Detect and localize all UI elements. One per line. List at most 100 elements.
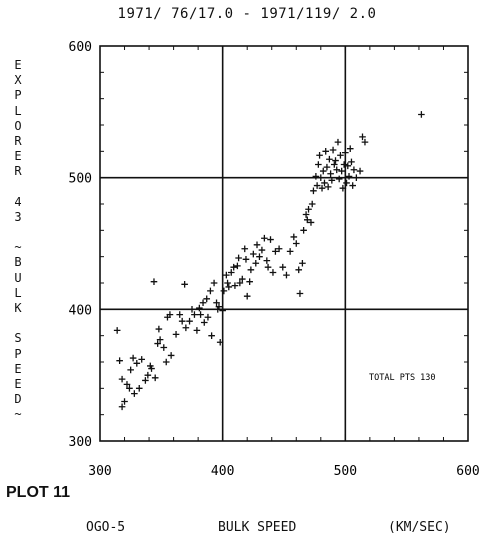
data-point <box>267 236 274 243</box>
data-point <box>326 155 333 163</box>
data-point <box>286 248 294 255</box>
data-point <box>296 290 304 297</box>
plot-number-label: PLOT 11 <box>6 484 71 501</box>
data-point <box>148 365 155 372</box>
y-axis-label-char: ~ <box>14 407 22 422</box>
data-point <box>178 317 186 325</box>
data-point <box>227 269 235 276</box>
data-point <box>356 167 364 175</box>
data-point <box>327 170 334 178</box>
data-point <box>313 182 321 189</box>
data-point <box>300 227 307 234</box>
data-point <box>328 177 336 184</box>
data-point <box>225 283 233 291</box>
data-point <box>123 381 131 388</box>
data-point <box>312 173 320 180</box>
y-axis-label-char: ~ <box>14 240 22 255</box>
y-axis-label-char: L <box>14 285 22 300</box>
y-axis-label-char: E <box>14 376 22 391</box>
y-axis-label-char: U <box>14 270 22 285</box>
data-point <box>302 211 310 218</box>
data-point <box>304 216 311 224</box>
data-point <box>127 366 134 374</box>
data-point <box>193 327 201 334</box>
axis-ticks <box>99 45 469 442</box>
data-point <box>252 259 260 267</box>
data-point <box>344 162 352 170</box>
data-point <box>118 375 126 383</box>
data-point <box>348 158 355 166</box>
data-point <box>272 248 279 255</box>
data-point <box>333 166 341 174</box>
data-point <box>186 317 193 325</box>
data-point <box>418 111 425 118</box>
data-point <box>308 200 316 208</box>
y-axis-label-char: P <box>14 88 22 103</box>
y-tick-label: 300 <box>69 435 92 450</box>
data-point <box>269 269 277 276</box>
data-point <box>167 352 175 359</box>
data-point <box>345 173 353 180</box>
y-axis-label-char: B <box>14 255 22 270</box>
data-point <box>156 336 164 343</box>
data-point <box>349 182 356 189</box>
data-point <box>319 167 327 175</box>
data-point <box>330 161 338 168</box>
data-point <box>213 299 220 307</box>
data-point <box>359 133 366 141</box>
data-point <box>182 324 190 332</box>
data-point <box>256 253 263 260</box>
data-point <box>118 403 126 411</box>
data-point <box>215 303 223 310</box>
data-point <box>188 306 196 313</box>
data-point <box>338 167 345 175</box>
data-point <box>310 187 317 195</box>
data-points <box>113 111 425 411</box>
data-point <box>305 205 312 213</box>
data-point <box>295 266 303 274</box>
data-point <box>247 266 255 274</box>
y-axis-label-char: R <box>14 133 22 148</box>
data-point <box>335 175 343 183</box>
y-axis-label-char: R <box>14 164 22 179</box>
data-point <box>353 174 360 181</box>
data-point <box>219 307 226 314</box>
plot-border <box>99 45 469 442</box>
data-point <box>203 295 211 303</box>
data-point <box>196 304 203 312</box>
data-point <box>250 250 257 258</box>
data-point <box>234 262 241 270</box>
data-point <box>263 257 271 264</box>
data-point <box>329 146 337 154</box>
y-axis-label-char: E <box>14 58 22 72</box>
data-point <box>290 233 298 241</box>
y-axis-label-char: 3 <box>14 209 22 224</box>
data-point <box>323 163 331 171</box>
data-point <box>332 157 339 164</box>
tick-labels: 300 400 500 600 300 400 500 600 <box>69 40 480 479</box>
y-axis-label-char: E <box>14 149 22 164</box>
data-point <box>129 354 137 362</box>
data-point <box>283 271 290 279</box>
x-axis-quantity-label: BULK SPEED <box>218 520 297 535</box>
data-point <box>337 151 344 159</box>
y-axis-label-char: K <box>14 301 22 315</box>
data-point <box>279 263 287 271</box>
grid-lines <box>100 46 468 441</box>
data-point <box>220 287 228 295</box>
data-point <box>342 149 349 156</box>
data-point <box>181 281 188 288</box>
y-tick-label: 600 <box>69 40 92 55</box>
data-point <box>321 179 328 187</box>
data-point <box>151 374 159 382</box>
data-point <box>318 184 326 192</box>
y-tick-label: 500 <box>69 172 92 187</box>
data-point <box>264 263 272 271</box>
data-point <box>155 325 163 333</box>
data-point <box>230 263 238 271</box>
data-point <box>176 311 184 318</box>
x-tick-label: 500 <box>334 464 357 479</box>
data-point <box>150 278 158 285</box>
